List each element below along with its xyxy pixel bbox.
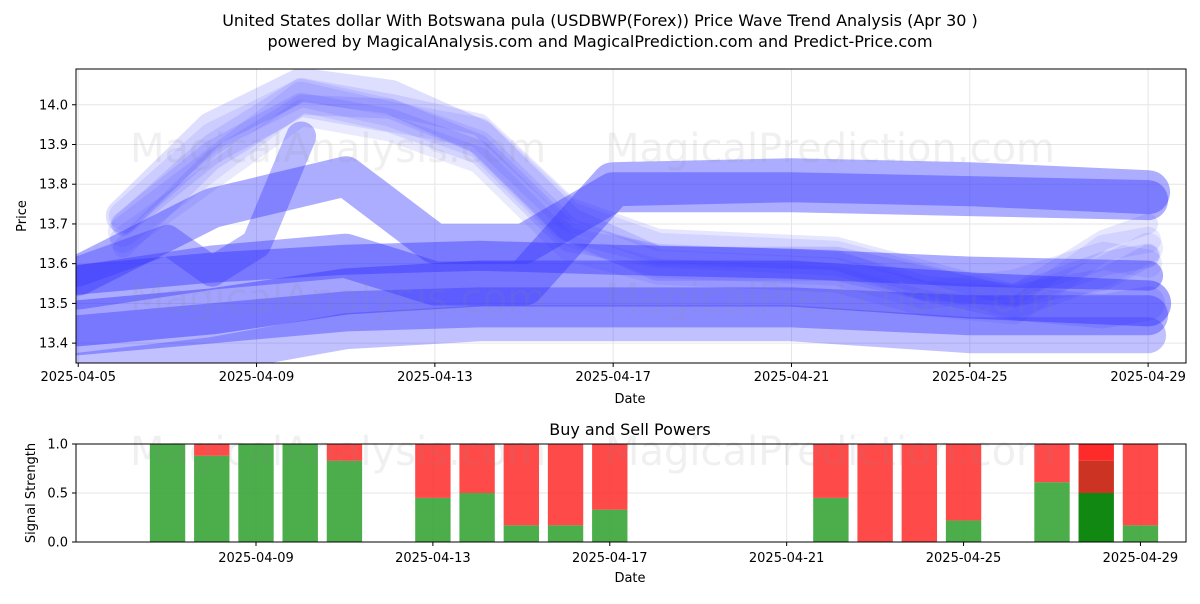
price-wave-line [76, 158, 1171, 310]
sell-power-bar [415, 444, 451, 498]
top-watermarks: MagicalAnalysis.com MagicalPrediction.com… [130, 126, 1055, 322]
chart-title: United States dollar With Botswana pula … [222, 11, 978, 30]
price-x-tick-label: 2025-04-21 [754, 370, 830, 385]
price-y-axis-label: Price [15, 200, 30, 232]
price-y-tick-label: 14.0 [39, 98, 68, 113]
buy-power-bar [813, 497, 849, 542]
signal-x-tick-label: 2025-04-29 [1103, 551, 1179, 566]
price-x-tick-label: 2025-04-25 [932, 370, 1008, 385]
price-y-tick-label: 13.7 [39, 217, 68, 232]
signal-x-axis-ticks: 2025-04-09 2025-04-13 2025-04-17 2025-04-21… [218, 542, 1178, 566]
price-y-axis-ticks: 13.4 13.5 13.6 13.7 13.8 13.9 14.0 [39, 98, 76, 352]
price-gridlines [76, 69, 1186, 363]
sell-power-bar [857, 444, 893, 542]
signal-x-tick-label: 2025-04-09 [218, 551, 294, 566]
signal-y-tick-label: 0.5 [47, 487, 68, 502]
buy-power-bar [945, 520, 982, 542]
price-wave-line [76, 121, 317, 287]
sell-power-bar [1034, 444, 1070, 483]
buy-power-bar [415, 497, 451, 542]
price-y-tick-label: 13.8 [39, 178, 68, 193]
signal-y-axis-ticks: 0.0 0.5 1.0 [47, 438, 76, 551]
price-x-axis-label: Date [614, 392, 645, 407]
price-wave-line [76, 260, 1172, 347]
buy-power-bar [592, 509, 628, 542]
price-wave-line [108, 78, 1163, 310]
buy-power-bar [1034, 482, 1070, 542]
sell-power-bar [459, 444, 495, 493]
sell-power-bar [945, 444, 982, 521]
sell-power-bar [194, 444, 230, 456]
sell-power-bar [592, 444, 628, 510]
price-wave-line [76, 287, 1169, 356]
price-wave-line [109, 99, 1162, 325]
signal-x-tick-label: 2025-04-13 [395, 551, 471, 566]
price-wave-line [76, 156, 1169, 296]
price-y-tick-label: 13.5 [39, 297, 68, 312]
price-y-tick-label: 13.4 [39, 337, 68, 352]
signal-y-tick-label: 1.0 [47, 438, 68, 453]
sell-power-bar-top [1078, 444, 1114, 461]
buy-power-bar [326, 460, 363, 542]
price-wave-line [76, 305, 1167, 363]
signal-y-axis-label: Signal Strength [24, 443, 39, 543]
buy-power-bar [282, 444, 318, 542]
price-x-tick-label: 2025-04-05 [40, 370, 116, 385]
watermark-text: MagicalPrediction.com [605, 429, 1055, 475]
price-x-tick-label: 2025-04-13 [397, 370, 473, 385]
sell-power-bar [547, 444, 584, 526]
buy-power-bar [238, 444, 274, 542]
watermark-text: MagicalAnalysis.com [130, 276, 546, 322]
watermark-text: MagicalPrediction.com [605, 276, 1055, 322]
price-wave-line [105, 69, 1166, 329]
buy-power-bar [459, 493, 495, 542]
sell-power-bar [1078, 460, 1114, 493]
signal-x-tick-label: 2025-04-17 [572, 551, 648, 566]
buy-power-bar [149, 444, 186, 542]
signal-x-tick-label: 2025-04-25 [926, 551, 1002, 566]
price-wave-line [111, 77, 1160, 307]
signal-bars [149, 444, 1159, 542]
sell-power-bar [503, 444, 540, 526]
buy-power-bar [194, 455, 230, 542]
price-x-axis-ticks: 2025-04-05 2025-04-09 2025-04-13 2025-04-17… [40, 363, 1186, 385]
watermark-text: MagicalAnalysis.com [130, 126, 546, 172]
sell-power-bar [901, 444, 938, 542]
sell-power-bar [1122, 444, 1159, 526]
price-wave-line [110, 92, 1161, 308]
sell-power-bar [326, 444, 363, 461]
price-wave-line [112, 94, 1159, 306]
signal-x-axis-label: Date [614, 571, 645, 586]
price-y-tick-label: 13.9 [39, 138, 68, 153]
price-plot-frame [75, 68, 1187, 364]
watermark-text: MagicalPrediction.com [605, 126, 1055, 172]
buy-power-bar [1078, 493, 1114, 542]
price-y-tick-label: 13.6 [39, 257, 68, 272]
price-x-tick-label: 2025-04-17 [575, 370, 651, 385]
signal-y-tick-label: 0.0 [47, 536, 68, 551]
price-wave-line [107, 81, 1164, 319]
price-wave-series [76, 69, 1172, 363]
buy-power-bar [503, 525, 540, 542]
buy-power-bar [547, 525, 584, 542]
price-x-tick-label: 2025-04-09 [219, 370, 295, 385]
price-wave-line [76, 240, 1164, 295]
bottom-watermarks: MagicalAnalysis.com MagicalPrediction.com [130, 429, 1055, 475]
price-x-tick-label: 2025-04-29 [1110, 370, 1186, 385]
sell-power-bar [813, 444, 849, 498]
signal-chart-title: Buy and Sell Powers [549, 420, 711, 439]
watermark-text: MagicalAnalysis.com [130, 429, 546, 475]
chart-subtitle: powered by MagicalAnalysis.com and Magic… [267, 32, 932, 51]
signal-x-tick-label: 2025-04-21 [749, 551, 825, 566]
buy-power-bar [1122, 525, 1159, 542]
